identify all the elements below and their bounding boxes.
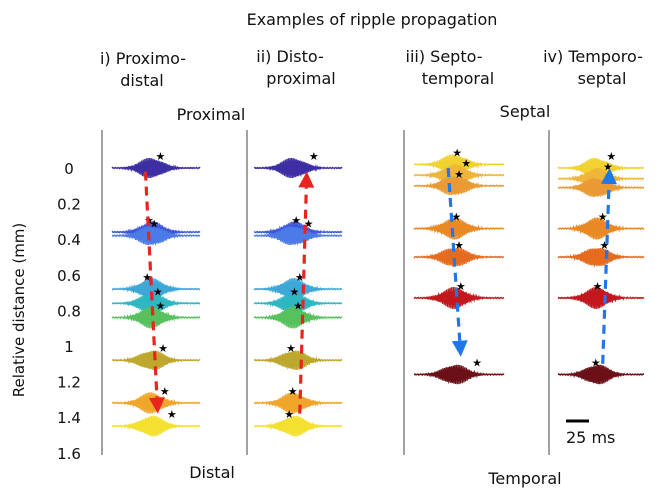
ripple-trace xyxy=(111,226,201,246)
ripple-trace xyxy=(253,278,343,301)
propagation-arrow-shaft xyxy=(143,171,159,398)
peak-star-marker: ★ xyxy=(155,300,165,313)
ripple-trace xyxy=(413,217,505,240)
propagation-arrow-head xyxy=(451,340,468,357)
ripple-trace xyxy=(254,306,343,329)
ripple-trace xyxy=(253,392,343,414)
peak-star-marker: ★ xyxy=(284,408,294,421)
ripple-trace xyxy=(557,178,645,198)
peak-star-marker: ★ xyxy=(454,168,464,181)
peak-star-marker: ★ xyxy=(461,157,471,170)
ripple-trace xyxy=(557,157,645,179)
peak-star-marker: ★ xyxy=(593,280,603,293)
ripple-trace xyxy=(111,278,201,301)
y-tick-labels: 0 0.2 0.4 0.6 0.8 1 1.2 1.4 1.6 xyxy=(57,160,81,463)
peak-star-marker: ★ xyxy=(293,300,303,313)
panel-2: ★★ ★★★★★★★ xyxy=(246,130,343,455)
panel-4-label-line1: iv) Temporo- xyxy=(543,47,643,66)
y-tick-label: 1.2 xyxy=(57,374,81,392)
septal-label: Septal xyxy=(500,102,551,121)
y-tick-label: 1.6 xyxy=(57,445,81,463)
peak-star-marker: ★ xyxy=(454,239,464,252)
ripple-trace xyxy=(253,157,343,179)
peak-star-marker: ★ xyxy=(149,218,159,231)
ripple-trace xyxy=(557,248,645,268)
ripple-trace xyxy=(557,217,645,240)
panel-3-label-line2: temporal xyxy=(422,69,494,88)
ripple-trace xyxy=(253,226,343,246)
ripple-trace xyxy=(413,248,505,268)
propagation-arrow-shaft xyxy=(298,187,308,414)
ripple-trace xyxy=(112,294,201,314)
peak-star-marker: ★ xyxy=(591,356,601,369)
peak-star-marker: ★ xyxy=(606,150,616,163)
y-tick-label: 1 xyxy=(64,338,74,356)
peak-star-marker: ★ xyxy=(295,271,305,284)
ripple-trace xyxy=(557,286,645,309)
peak-star-marker: ★ xyxy=(153,285,163,298)
peak-star-marker: ★ xyxy=(291,214,301,227)
peak-star-marker: ★ xyxy=(290,285,300,298)
ripple-trace xyxy=(413,364,505,385)
panel-2-label-line1: ii) Disto- xyxy=(256,47,323,66)
y-tick-label: 0.4 xyxy=(57,231,81,249)
y-axis-label: Relative distance (mm) xyxy=(10,223,28,398)
ripple-trace xyxy=(413,176,505,196)
peak-star-marker: ★ xyxy=(304,218,314,231)
panel-4: ★★★★★★★ xyxy=(548,130,645,455)
ripple-trace xyxy=(413,164,505,186)
peak-star-marker: ★ xyxy=(155,150,165,163)
ripple-trace xyxy=(253,415,343,437)
peak-star-marker: ★ xyxy=(142,271,152,284)
distal-label: Distal xyxy=(189,463,235,482)
peak-star-marker: ★ xyxy=(160,385,170,398)
panel-3: ★★★★★★★ xyxy=(403,130,505,455)
temporal-label: Temporal xyxy=(487,469,561,488)
panel-1-label-line1: i) Proximo- xyxy=(100,49,186,68)
y-tick-label: 1.4 xyxy=(57,409,81,427)
peak-star-marker: ★ xyxy=(286,342,296,355)
peak-star-marker: ★ xyxy=(451,211,461,224)
panel-1-label-line2: distal xyxy=(120,71,163,90)
ripple-trace xyxy=(111,221,201,243)
figure-title: Examples of ripple propagation xyxy=(247,10,498,29)
panel-4-label-line2: septal xyxy=(578,69,627,88)
propagation-arrow-head xyxy=(298,171,315,188)
ripple-trace xyxy=(253,350,343,370)
peak-star-marker: ★ xyxy=(603,161,613,174)
ripple-trace xyxy=(253,294,343,314)
y-tick-label: 0.2 xyxy=(57,196,81,214)
y-tick-label: 0.8 xyxy=(57,302,81,320)
peak-star-marker: ★ xyxy=(167,408,177,421)
peak-star-marker: ★ xyxy=(456,280,466,293)
scale-bar-label: 25 ms xyxy=(566,428,615,447)
ripple-trace xyxy=(413,154,505,175)
ripple-trace xyxy=(253,221,343,243)
y-tick-label: 0.6 xyxy=(57,267,81,285)
ripple-trace xyxy=(111,415,201,437)
panels-group: ★★★★★★★★★★★★★★★★★★★★★★★★★★★★★★★★ xyxy=(101,130,645,455)
propagation-arrow-head xyxy=(149,397,165,414)
peak-star-marker: ★ xyxy=(598,211,608,224)
peak-star-marker: ★ xyxy=(158,342,168,355)
y-tick-label: 0 xyxy=(64,160,74,178)
propagation-arrow-head xyxy=(601,168,617,185)
panel-2-label-line2: proximal xyxy=(266,69,335,88)
panel-1: ★★★★★★★★★ xyxy=(101,130,201,455)
ripple-trace xyxy=(111,157,201,179)
peak-star-marker: ★ xyxy=(288,385,298,398)
ripple-trace xyxy=(557,167,645,190)
panel-3-label-line1: iii) Septo- xyxy=(406,47,483,66)
peak-star-marker: ★ xyxy=(600,239,610,252)
peak-star-marker: ★ xyxy=(309,150,319,163)
ripple-trace xyxy=(557,364,645,385)
proximal-label: Proximal xyxy=(177,105,246,124)
peak-star-marker: ★ xyxy=(452,146,462,159)
ripple-trace xyxy=(111,306,201,329)
peak-star-marker: ★ xyxy=(472,356,482,369)
